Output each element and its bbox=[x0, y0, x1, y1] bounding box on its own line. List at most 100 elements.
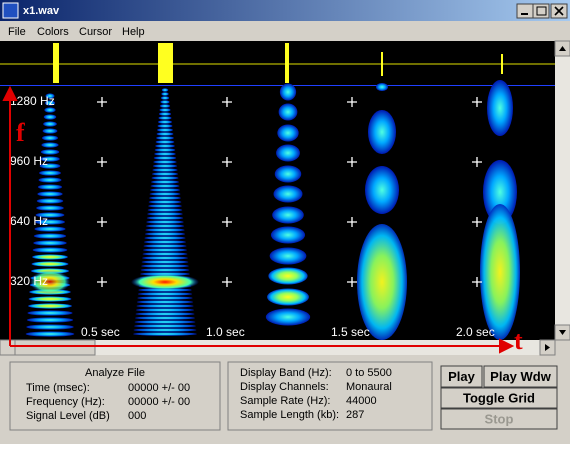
arrow-glyph bbox=[545, 344, 550, 351]
spectral-blob bbox=[156, 132, 174, 136]
menu-item[interactable]: Cursor bbox=[79, 26, 112, 38]
spectral-blob bbox=[161, 92, 169, 96]
spectral-blob bbox=[137, 296, 193, 300]
spectral-blob bbox=[141, 264, 189, 268]
spectral-blob bbox=[33, 233, 67, 239]
menu-item[interactable]: Colors bbox=[37, 26, 69, 38]
spectral-blob bbox=[483, 160, 517, 224]
analyze-rows: Time (msec): 00000 +/- 00 Frequency (Hz): 0… bbox=[26, 382, 190, 422]
spectral-blob bbox=[487, 80, 513, 136]
time-label: 2.0 sec bbox=[456, 325, 495, 339]
button[interactable] bbox=[440, 365, 483, 388]
spectral-blob bbox=[156, 136, 174, 140]
button[interactable] bbox=[440, 387, 558, 409]
spectral-blob bbox=[154, 148, 176, 152]
scroll-left[interactable] bbox=[0, 339, 16, 356]
waveform-burst bbox=[53, 43, 59, 83]
minimize-button[interactable] bbox=[516, 3, 534, 19]
spectral-blob bbox=[157, 128, 173, 132]
grid-cross bbox=[97, 217, 107, 227]
menu-item[interactable]: Help bbox=[122, 26, 145, 38]
grid-cross bbox=[222, 157, 232, 167]
spectral-blob bbox=[136, 304, 194, 308]
field-label: Display Band (Hz): bbox=[240, 367, 332, 379]
field-value: 00000 +/- 00 bbox=[128, 396, 190, 408]
spectral-blob bbox=[134, 316, 196, 320]
spectral-blob bbox=[32, 254, 68, 260]
time-label: 1.0 sec bbox=[206, 325, 245, 339]
grid-cross bbox=[97, 157, 107, 167]
button-label[interactable]: Stop bbox=[485, 411, 514, 426]
arrowhead bbox=[499, 338, 515, 354]
close-glyph bbox=[554, 6, 564, 16]
button[interactable] bbox=[483, 365, 558, 388]
spectral-blob bbox=[26, 324, 74, 330]
waveform-burst bbox=[381, 52, 383, 76]
menu-bar: File Colors Cursor Help bbox=[0, 21, 570, 41]
spectral-blob bbox=[151, 172, 179, 176]
axis-annotation: f bbox=[16, 118, 25, 147]
spectral-blob bbox=[37, 191, 63, 197]
spectral-blob bbox=[39, 170, 61, 176]
maximize-glyph bbox=[536, 6, 547, 16]
frequency-label: 960 Hz bbox=[10, 154, 48, 168]
grid-cross bbox=[347, 217, 357, 227]
menu-item[interactable]: File bbox=[8, 26, 26, 38]
button-label[interactable]: Play bbox=[448, 369, 476, 384]
spectral-blob bbox=[40, 156, 60, 162]
display-rows: Display Band (Hz): 0 to 5500 Display Chann… bbox=[240, 367, 392, 421]
spectral-blob bbox=[142, 256, 188, 260]
spectrogram-image bbox=[25, 80, 520, 340]
spectral-blob bbox=[368, 110, 396, 154]
spectral-blob bbox=[133, 332, 197, 336]
spectral-blob bbox=[146, 216, 184, 220]
group-box bbox=[9, 361, 221, 431]
spectral-blob bbox=[158, 112, 172, 116]
spectral-blob bbox=[147, 212, 183, 216]
spectral-blob bbox=[357, 224, 407, 340]
maximize-button[interactable] bbox=[532, 3, 550, 19]
spectral-blob bbox=[146, 220, 184, 224]
spectral-blob bbox=[28, 296, 72, 302]
time-label: 0.5 sec bbox=[81, 325, 120, 339]
spectral-blob bbox=[134, 324, 196, 328]
frequency-label: 640 Hz bbox=[10, 214, 48, 228]
spectral-blob bbox=[143, 240, 187, 244]
button-label[interactable]: Toggle Grid bbox=[463, 390, 535, 405]
spectral-blob bbox=[150, 180, 180, 184]
spectral-blob bbox=[150, 188, 180, 192]
spectral-blob bbox=[35, 212, 65, 218]
button[interactable] bbox=[440, 408, 558, 430]
arrowhead bbox=[2, 85, 18, 101]
spectral-blob bbox=[141, 260, 189, 264]
frequency-label: 320 Hz bbox=[10, 274, 48, 288]
grid-cross bbox=[222, 277, 232, 287]
horizontal-scrollbar[interactable] bbox=[0, 340, 555, 355]
spectrogram-labels: 1280 Hz 960 Hz 640 Hz 320 Hz 0.5 sec 1.0 sec 1… bbox=[10, 94, 495, 339]
spectral-blob bbox=[38, 177, 62, 183]
spectral-blob bbox=[153, 160, 177, 164]
grid-cross bbox=[347, 277, 357, 287]
display-group bbox=[227, 361, 433, 431]
field-label: Sample Length (kb): bbox=[240, 409, 339, 421]
spectral-blob bbox=[365, 166, 399, 214]
spectral-blob bbox=[35, 219, 65, 225]
field-value: 00000 +/- 00 bbox=[128, 382, 190, 394]
spectral-blob bbox=[157, 124, 173, 128]
spectral-blob bbox=[30, 270, 70, 294]
spectral-blob bbox=[158, 116, 172, 120]
button-label[interactable]: Play Wdw bbox=[490, 369, 552, 384]
spectral-blob bbox=[136, 300, 194, 304]
spectral-blob bbox=[32, 247, 68, 253]
field-label: Signal Level (dB) bbox=[26, 410, 110, 422]
analyze-group: Analyze File bbox=[9, 361, 221, 431]
vertical-scrollbar[interactable] bbox=[555, 41, 570, 340]
grid-cross bbox=[472, 277, 482, 287]
spectral-blob bbox=[39, 163, 61, 169]
time-label: 1.5 sec bbox=[331, 325, 370, 339]
spectral-blob bbox=[137, 292, 193, 296]
scroll-thumb[interactable] bbox=[14, 339, 96, 356]
axis-annotation: t bbox=[514, 326, 523, 355]
spectral-blob bbox=[131, 274, 199, 290]
